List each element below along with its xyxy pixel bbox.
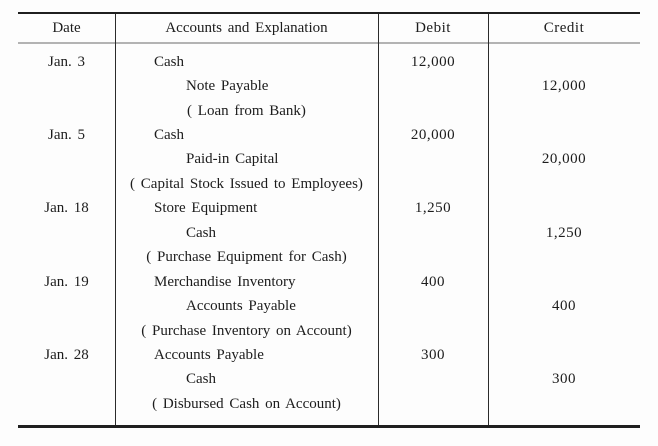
debit-cell: 300 xyxy=(421,346,445,363)
account-cell: Paid-in Capital xyxy=(186,151,279,168)
table-row: Jan. 19 Merchandise Inventory 400 xyxy=(18,270,640,294)
table-row: ( Purchase Equipment for Cash) xyxy=(18,246,640,270)
table-row: ( Capital Stock Issued to Employees) xyxy=(18,172,640,196)
account-cell: ( Capital Stock Issued to Employees) xyxy=(130,175,363,192)
journal-table: Date Accounts and Explanation Debit Cred… xyxy=(18,12,640,428)
column-rule-accounts-debit xyxy=(378,14,379,425)
table-row: ( Purchase Inventory on Account) xyxy=(18,319,640,343)
account-cell: Cash xyxy=(154,53,184,70)
column-rule-date-accounts xyxy=(115,14,116,425)
debit-cell: 400 xyxy=(421,273,445,290)
date-cell: Jan. 28 xyxy=(44,346,89,363)
date-cell: Jan. 3 xyxy=(48,53,85,70)
account-cell: Note Payable xyxy=(186,78,269,95)
debit-cell: 20,000 xyxy=(410,127,456,144)
account-cell: ( Disbursed Cash on Account) xyxy=(152,395,341,412)
account-cell: Store Equipment xyxy=(154,200,258,217)
table-row: Paid-in Capital 20,000 xyxy=(18,148,640,172)
credit-cell: 20,000 xyxy=(541,151,587,168)
debit-cell: 12,000 xyxy=(410,53,456,70)
credit-cell: 300 xyxy=(552,371,576,388)
credit-cell: 12,000 xyxy=(541,78,587,95)
table-row: Note Payable 12,000 xyxy=(18,74,640,98)
header-date: Date xyxy=(52,19,81,36)
account-cell: Cash xyxy=(186,224,216,241)
debit-cell: 1,250 xyxy=(414,200,452,217)
journal-header: Date Accounts and Explanation Debit Cred… xyxy=(18,14,640,44)
table-row: Jan. 18 Store Equipment 1,250 xyxy=(18,197,640,221)
account-cell: ( Purchase Inventory on Account) xyxy=(141,322,352,339)
credit-cell: 1,250 xyxy=(545,224,583,241)
table-row: Jan. 28 Accounts Payable 300 xyxy=(18,343,640,367)
date-cell: Jan. 18 xyxy=(44,200,89,217)
date-cell: Jan. 5 xyxy=(48,127,85,144)
column-rule-debit-credit xyxy=(488,14,489,425)
header-credit: Credit xyxy=(543,19,585,36)
credit-cell: 400 xyxy=(552,298,576,315)
account-cell: ( Loan from Bank) xyxy=(187,102,306,119)
account-cell: Accounts Payable xyxy=(186,298,296,315)
account-cell: Merchandise Inventory xyxy=(154,273,296,290)
table-row: Accounts Payable 400 xyxy=(18,294,640,318)
table-row: Cash 1,250 xyxy=(18,221,640,245)
header-accounts: Accounts and Explanation xyxy=(165,19,328,36)
account-cell: Cash xyxy=(186,371,216,388)
account-cell: Accounts Payable xyxy=(154,346,264,363)
table-row: Jan. 5 Cash 20,000 xyxy=(18,123,640,147)
header-debit: Debit xyxy=(415,19,451,36)
account-cell: ( Purchase Equipment for Cash) xyxy=(146,249,347,266)
table-row: ( Loan from Bank) xyxy=(18,99,640,123)
date-cell: Jan. 19 xyxy=(44,273,89,290)
journal-body: Jan. 3 Cash 12,000 Note Payable 12,000 (… xyxy=(18,44,640,417)
table-row: ( Disbursed Cash on Account) xyxy=(18,392,640,416)
table-row: Jan. 3 Cash 12,000 xyxy=(18,50,640,74)
table-row: Cash 300 xyxy=(18,368,640,392)
account-cell: Cash xyxy=(154,127,184,144)
